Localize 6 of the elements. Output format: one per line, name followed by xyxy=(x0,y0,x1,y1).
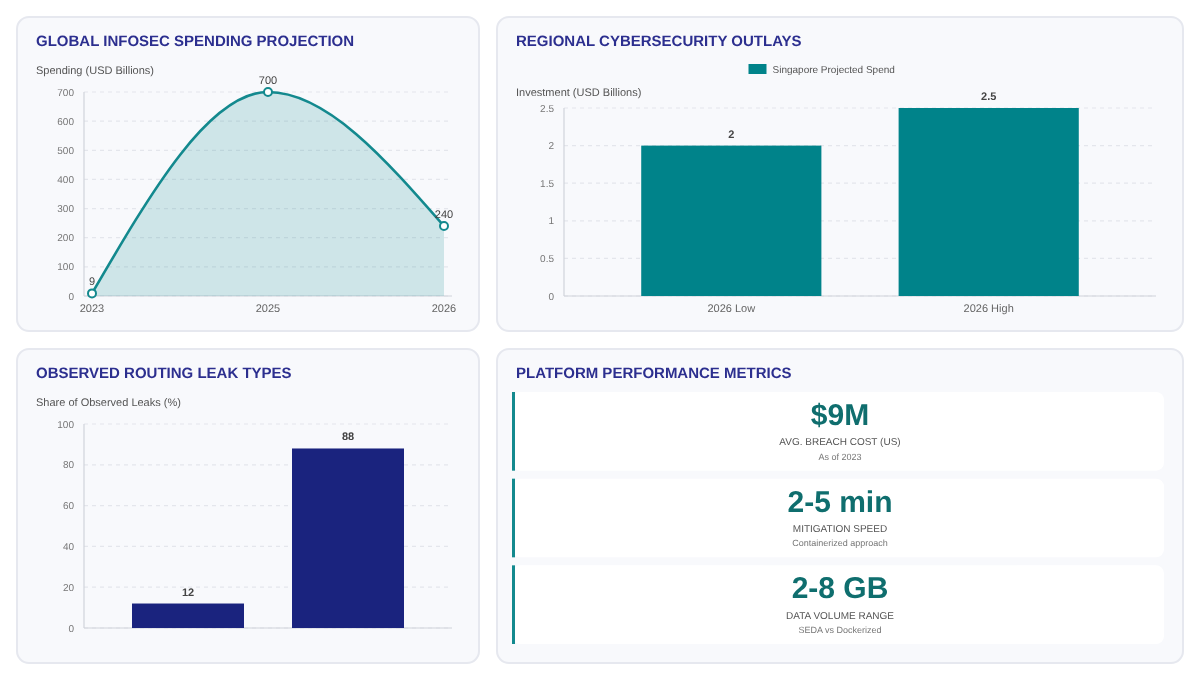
point xyxy=(439,221,449,232)
text: $9M xyxy=(810,399,870,434)
point xyxy=(87,288,97,299)
point xyxy=(263,87,273,97)
text: 2-5 min xyxy=(787,485,893,520)
text: 2-8 GB xyxy=(791,572,889,607)
